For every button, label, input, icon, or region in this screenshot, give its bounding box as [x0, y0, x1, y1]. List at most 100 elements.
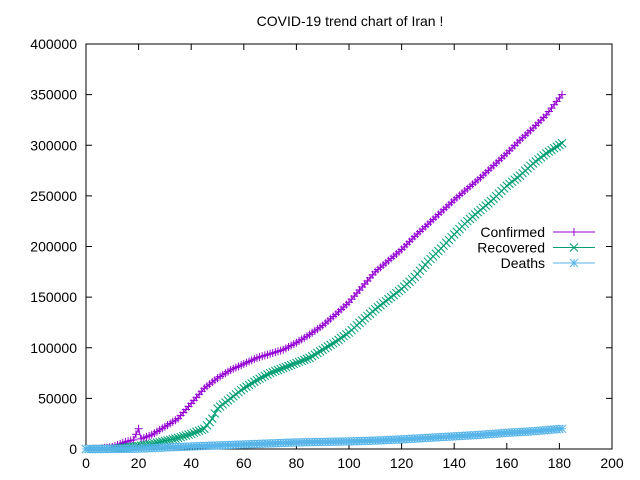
data-point-recovered: [552, 142, 562, 151]
data-point-recovered: [165, 435, 175, 445]
data-point-recovered: [281, 362, 291, 372]
data-point-recovered: [168, 434, 178, 444]
data-point-recovered: [544, 147, 554, 157]
data-point-recovered: [320, 343, 330, 353]
chart-title: COVID-19 trend chart of Iran !: [257, 13, 444, 29]
y-tick-label: 150000: [30, 289, 77, 305]
data-point-recovered: [286, 360, 296, 370]
data-point-recovered: [310, 350, 320, 359]
data-point-recovered: [555, 140, 564, 150]
x-tick-label: 160: [495, 455, 519, 471]
data-point-recovered: [323, 342, 333, 351]
series-line-recovered: [86, 142, 563, 450]
data-point-recovered: [207, 414, 217, 423]
data-point-recovered: [284, 361, 293, 371]
axes: 0 20 40 60 80 100 120 140 160 180 200 0 50000 100000 1…: [30, 36, 624, 471]
data-point-recovered: [273, 365, 283, 375]
data-point-recovered: [210, 409, 220, 418]
x-tick-label: 40: [183, 455, 199, 471]
data-point-recovered: [271, 366, 280, 376]
data-point-recovered: [265, 368, 275, 378]
data-point-confirmed: [131, 430, 140, 439]
data-point-recovered: [307, 351, 317, 361]
legend-label-deaths: Deaths: [501, 255, 545, 271]
data-point-recovered: [268, 367, 278, 377]
data-point-recovered: [331, 337, 341, 347]
data-point-recovered: [242, 382, 251, 391]
data-point-recovered: [297, 356, 307, 366]
series-layer: [81, 90, 567, 454]
data-point-confirmed: [558, 90, 567, 99]
y-tick-label: 300000: [30, 137, 77, 153]
data-point-recovered: [186, 429, 196, 439]
data-point-recovered: [163, 435, 172, 445]
data-point-recovered: [299, 355, 309, 365]
data-point-deaths: [557, 424, 567, 434]
y-tick-label: 100000: [30, 340, 77, 356]
data-point-recovered: [252, 375, 262, 385]
data-point-recovered: [328, 338, 338, 348]
data-point-recovered: [263, 370, 272, 379]
data-point-recovered: [339, 331, 349, 341]
x-tick-label: 200: [600, 455, 624, 471]
data-point-recovered: [541, 148, 551, 158]
y-tick-label: 200000: [30, 239, 77, 255]
data-point-recovered: [302, 354, 312, 364]
data-point-recovered: [249, 377, 259, 387]
data-point-recovered: [342, 330, 351, 339]
data-point-recovered: [289, 359, 299, 369]
y-tick-label: 50000: [38, 390, 77, 406]
x-tick-label: 100: [337, 455, 361, 471]
data-point-recovered: [294, 357, 304, 367]
data-point-recovered: [247, 379, 257, 388]
data-point-recovered: [173, 433, 183, 443]
series-deaths: [81, 424, 567, 454]
data-point-recovered: [557, 138, 567, 148]
y-tick-label: 250000: [30, 188, 77, 204]
x-tick-label: 140: [443, 455, 467, 471]
data-point-recovered: [194, 426, 204, 436]
y-tick-label: 350000: [30, 87, 77, 103]
x-tick-label: 120: [390, 455, 414, 471]
x-tick-label: 80: [289, 455, 305, 471]
data-point-recovered: [189, 428, 199, 438]
data-point-recovered: [184, 430, 193, 439]
data-point-recovered: [336, 333, 346, 343]
data-point-recovered: [244, 380, 254, 390]
data-point-recovered: [171, 434, 180, 443]
data-point-recovered: [305, 353, 314, 363]
data-point-recovered: [255, 374, 264, 384]
x-tick-label: 180: [548, 455, 572, 471]
data-point-recovered: [257, 372, 267, 382]
data-point-recovered: [318, 345, 328, 355]
data-point-recovered: [334, 335, 343, 345]
legend-label-confirmed: Confirmed: [480, 224, 545, 240]
data-point-recovered: [276, 364, 285, 374]
legend-label-recovered: Recovered: [477, 240, 545, 256]
data-point-recovered: [547, 145, 556, 155]
data-point-recovered: [292, 358, 301, 368]
y-tick-label: 400000: [30, 36, 77, 52]
data-point-recovered: [260, 371, 270, 381]
legend-marker-recovered: [569, 243, 579, 252]
data-point-recovered: [313, 348, 322, 358]
data-point-confirmed: [129, 435, 138, 444]
data-point-recovered: [178, 431, 188, 441]
data-point-recovered: [549, 143, 559, 153]
data-point-recovered: [326, 340, 335, 350]
data-point-recovered: [176, 432, 186, 442]
x-tick-label: 20: [131, 455, 147, 471]
data-point-recovered: [197, 425, 207, 435]
legend-marker-confirmed: [570, 228, 578, 236]
series-confirmed: [82, 90, 567, 453]
series-line-confirmed: [85, 94, 563, 450]
data-point-recovered: [239, 383, 249, 393]
x-tick-label: 0: [82, 455, 90, 471]
series-recovered: [81, 138, 567, 454]
legend-marker-deaths: [569, 258, 579, 268]
data-point-confirmed: [134, 424, 143, 433]
data-point-recovered: [278, 363, 288, 373]
